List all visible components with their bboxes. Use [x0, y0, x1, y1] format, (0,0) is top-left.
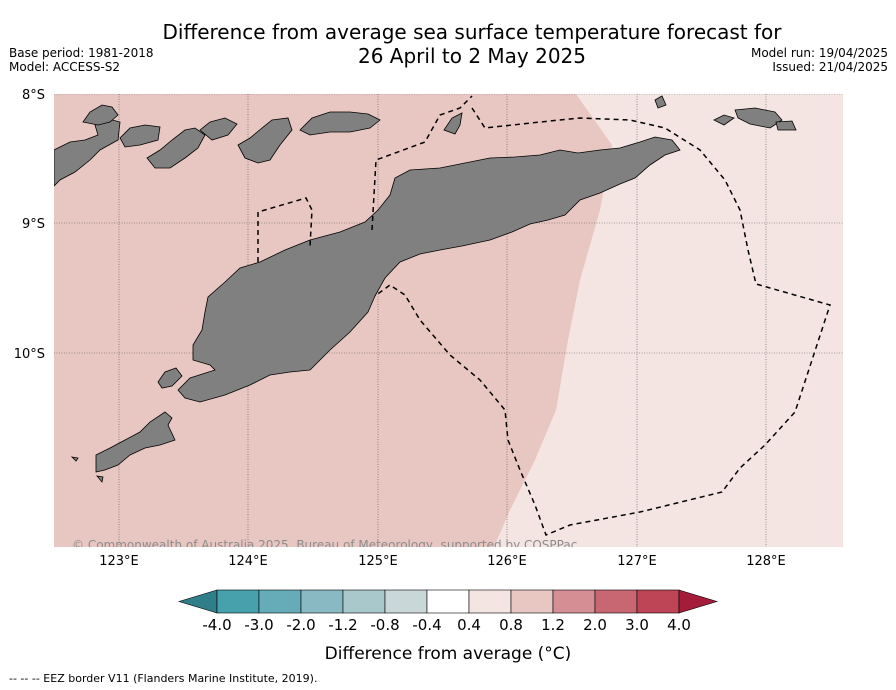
- land-masses: [54, 95, 797, 483]
- moa-island: [734, 107, 783, 129]
- title-line-2: 26 April to 2 May 2025: [358, 44, 586, 68]
- colorbar-swatch: [636, 589, 680, 614]
- colorbar-swatch: [426, 589, 470, 614]
- pantar-island: [199, 117, 238, 141]
- colorbar-tick-label: 0.8: [499, 616, 523, 634]
- lon-label: 123°E: [99, 554, 139, 569]
- title-line-1: Difference from average sea surface temp…: [162, 20, 782, 44]
- adonara-island: [146, 127, 206, 169]
- lon-label: 125°E: [358, 554, 398, 569]
- solor-island: [119, 124, 161, 148]
- colorbar-swatch: [216, 589, 260, 614]
- lat-label: 10°S: [14, 347, 45, 362]
- colorbar-tick-label: -0.8: [370, 616, 399, 634]
- kisar-island: [443, 112, 463, 135]
- copyright-text: © Commonwealth of Australia 2025, Bureau…: [72, 538, 577, 552]
- colorbar-tick-label: -1.2: [328, 616, 357, 634]
- base-period: Base period: 1981-2018: [9, 46, 154, 60]
- model-name: Model: ACCESS-S2: [9, 60, 121, 74]
- colorbar: -4.0 -3.0 -2.0 -1.2 -0.8 -0.4 0.4 0.8 1.2 2.0 3.0 4…: [177, 589, 719, 634]
- dana-island: [70, 456, 79, 462]
- chart-title: Difference from average sea surface temp…: [140, 20, 804, 68]
- eez-legend: -- -- -- EEZ border V11 (Flanders Marine…: [9, 672, 318, 685]
- lon-label: 128°E: [746, 554, 786, 569]
- wetar-island-west: [237, 117, 293, 164]
- sermata-island: [775, 120, 797, 131]
- rote-island: [95, 411, 176, 473]
- colorbar-tick-label: -0.4: [412, 616, 441, 634]
- semau-island: [157, 367, 183, 389]
- colorbar-tick-label: -3.0: [244, 616, 273, 634]
- lat-label: 9°S: [22, 217, 45, 232]
- lon-label: 127°E: [617, 554, 657, 569]
- eez-border: [257, 95, 831, 536]
- wetar-island: [299, 111, 381, 136]
- alor-island: [82, 104, 119, 126]
- colorbar-swatch: [594, 589, 638, 614]
- lakor-island: [713, 114, 735, 126]
- lon-label: 126°E: [487, 554, 527, 569]
- ndao-island: [96, 475, 104, 483]
- colorbar-tick-label: -2.0: [286, 616, 315, 634]
- colorbar-swatch: [258, 589, 302, 614]
- colorbar-tick-label: 0.4: [457, 616, 481, 634]
- colorbar-swatch: [342, 589, 386, 614]
- colorbar-swatch: [510, 589, 554, 614]
- flores-island-east: [54, 117, 121, 187]
- colorbar-swatch: [384, 589, 428, 614]
- meta-right: Model run: 19/04/2025 Issued: 21/04/2025: [751, 46, 888, 74]
- colorbar-title: Difference from average (°C): [325, 644, 572, 664]
- colorbar-swatch: [300, 589, 344, 614]
- meta-left: Base period: 1981-2018 Model: ACCESS-S2: [9, 46, 154, 74]
- colorbar-swatch: [552, 589, 596, 614]
- model-run: Model run: 19/04/2025: [750, 46, 888, 60]
- colorbar-swatch: [468, 589, 512, 614]
- colorbar-extend-low: [177, 589, 218, 614]
- leti-island: [654, 95, 667, 109]
- lat-label: 8°S: [22, 88, 45, 103]
- issued-date: Issued: 21/04/2025: [772, 60, 888, 74]
- colorbar-tick-label: 4.0: [667, 616, 691, 634]
- timor-island: [177, 136, 681, 403]
- lon-label: 124°E: [228, 554, 268, 569]
- colorbar-tick-label: 3.0: [625, 616, 649, 634]
- colorbar-tick-label: -4.0: [202, 616, 231, 634]
- colorbar-extend-high: [678, 589, 719, 614]
- colorbar-tick-label: 1.2: [541, 616, 565, 634]
- map-area: © Commonwealth of Australia 2025, Bureau…: [54, 94, 843, 552]
- colorbar-tick-label: 2.0: [583, 616, 607, 634]
